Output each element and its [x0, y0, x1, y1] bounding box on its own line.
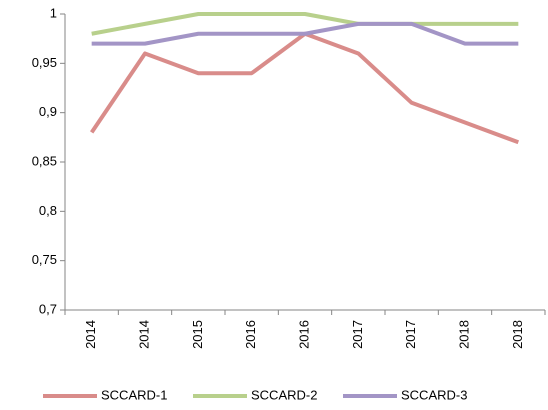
x-tick-label: 2017 [403, 320, 418, 349]
y-tick-label: 0,75 [32, 252, 57, 267]
x-tick-label: 2016 [296, 320, 311, 349]
legend-label: SCCARD-1 [101, 387, 167, 402]
y-tick-label: 0,9 [39, 104, 57, 119]
y-tick-label: 0,7 [39, 301, 57, 316]
y-tick-label: 0,8 [39, 203, 57, 218]
y-tick-label: 0,85 [32, 153, 57, 168]
y-tick-label: 1 [50, 5, 57, 20]
y-tick-label: 0,95 [32, 55, 57, 70]
x-tick-label: 2015 [190, 320, 205, 349]
series-line [91, 12, 519, 36]
series-line [91, 21, 519, 46]
x-tick-label: 2016 [243, 320, 258, 349]
series-line [90, 31, 520, 145]
legend-label: SCCARD-3 [401, 387, 467, 402]
x-tick-label: 2018 [456, 320, 471, 349]
legend-label: SCCARD-2 [251, 387, 317, 402]
x-tick-label: 2018 [510, 320, 525, 349]
x-tick-label: 2017 [350, 320, 365, 349]
x-tick-label: 2014 [136, 320, 151, 349]
x-tick-label: 2014 [83, 320, 98, 349]
